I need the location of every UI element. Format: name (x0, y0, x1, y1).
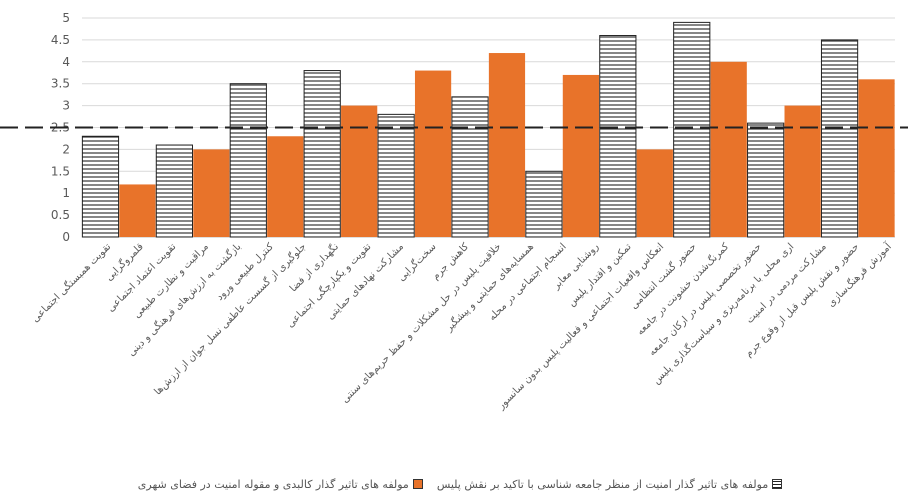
y-tick-label: 4 (62, 55, 70, 69)
y-tick-label: 3 (62, 99, 70, 113)
legend-swatch-orange (412, 479, 423, 489)
bar-orange (193, 149, 230, 237)
y-tick-label: 4.5 (51, 33, 70, 47)
bars (81, 21, 895, 238)
bar-orange (414, 70, 452, 237)
bar-orange (488, 53, 526, 237)
bar-orange (710, 61, 747, 237)
x-tick-label: جلوگیری از گسست عاطفی نسل جوان از ارزش‌ه… (152, 241, 309, 398)
bar-hatch (673, 21, 711, 238)
bar-orange (562, 74, 599, 237)
bar-hatch (303, 70, 341, 238)
bar-orange (119, 184, 156, 237)
legend-item-orange: مولفه های تاثیر گذار کالبدی و مقوله امنی… (138, 478, 423, 491)
bar-hatch (747, 122, 785, 238)
y-tick-label: 1.5 (51, 164, 70, 178)
x-tick-label: بازگشت به ارزش‌های فرهنگی و دینی (125, 241, 243, 359)
legend-label-orange: مولفه های تاثیر گذار کالبدی و مقوله امنی… (137, 477, 409, 491)
bar-orange (858, 79, 895, 237)
y-tick-label: 0 (62, 230, 70, 244)
bar-hatch (525, 170, 563, 238)
legend: مولفه های تاثیر گذار امنیت از منظر جامعه… (60, 474, 860, 494)
bar-hatch (81, 135, 120, 238)
bar-hatch (229, 83, 267, 238)
bar-hatch (820, 39, 859, 238)
legend-item-hatch: مولفه های تاثیر گذار امنیت از منظر جامعه… (436, 477, 783, 491)
bar-orange (267, 136, 304, 237)
bar-orange (341, 105, 378, 237)
legend-label-hatch: مولفه های تاثیر گذار امنیت از منظر جامعه… (436, 477, 769, 491)
bar-hatch (451, 96, 489, 238)
x-tick-label: تقویت همبستگی اجتماعی (29, 240, 113, 324)
bar-orange (636, 149, 673, 237)
bar-hatch (155, 144, 193, 238)
bar-hatch (377, 113, 415, 238)
y-tick-label: 0.5 (51, 208, 70, 222)
bar-hatch (599, 35, 637, 238)
bar-orange (784, 105, 821, 237)
y-tick-label: 5 (62, 11, 70, 25)
x-tick-label: کنترل طبیعی ورود (214, 241, 276, 303)
y-tick-label: 2 (62, 142, 70, 156)
y-tick-label: 3.5 (51, 77, 70, 91)
legend-swatch-hatch (772, 479, 783, 489)
y-tick-label: 1 (62, 186, 70, 200)
bar-chart: 00.511.522.533.544.55 تقویت همبستگی اجتم… (0, 11, 908, 412)
